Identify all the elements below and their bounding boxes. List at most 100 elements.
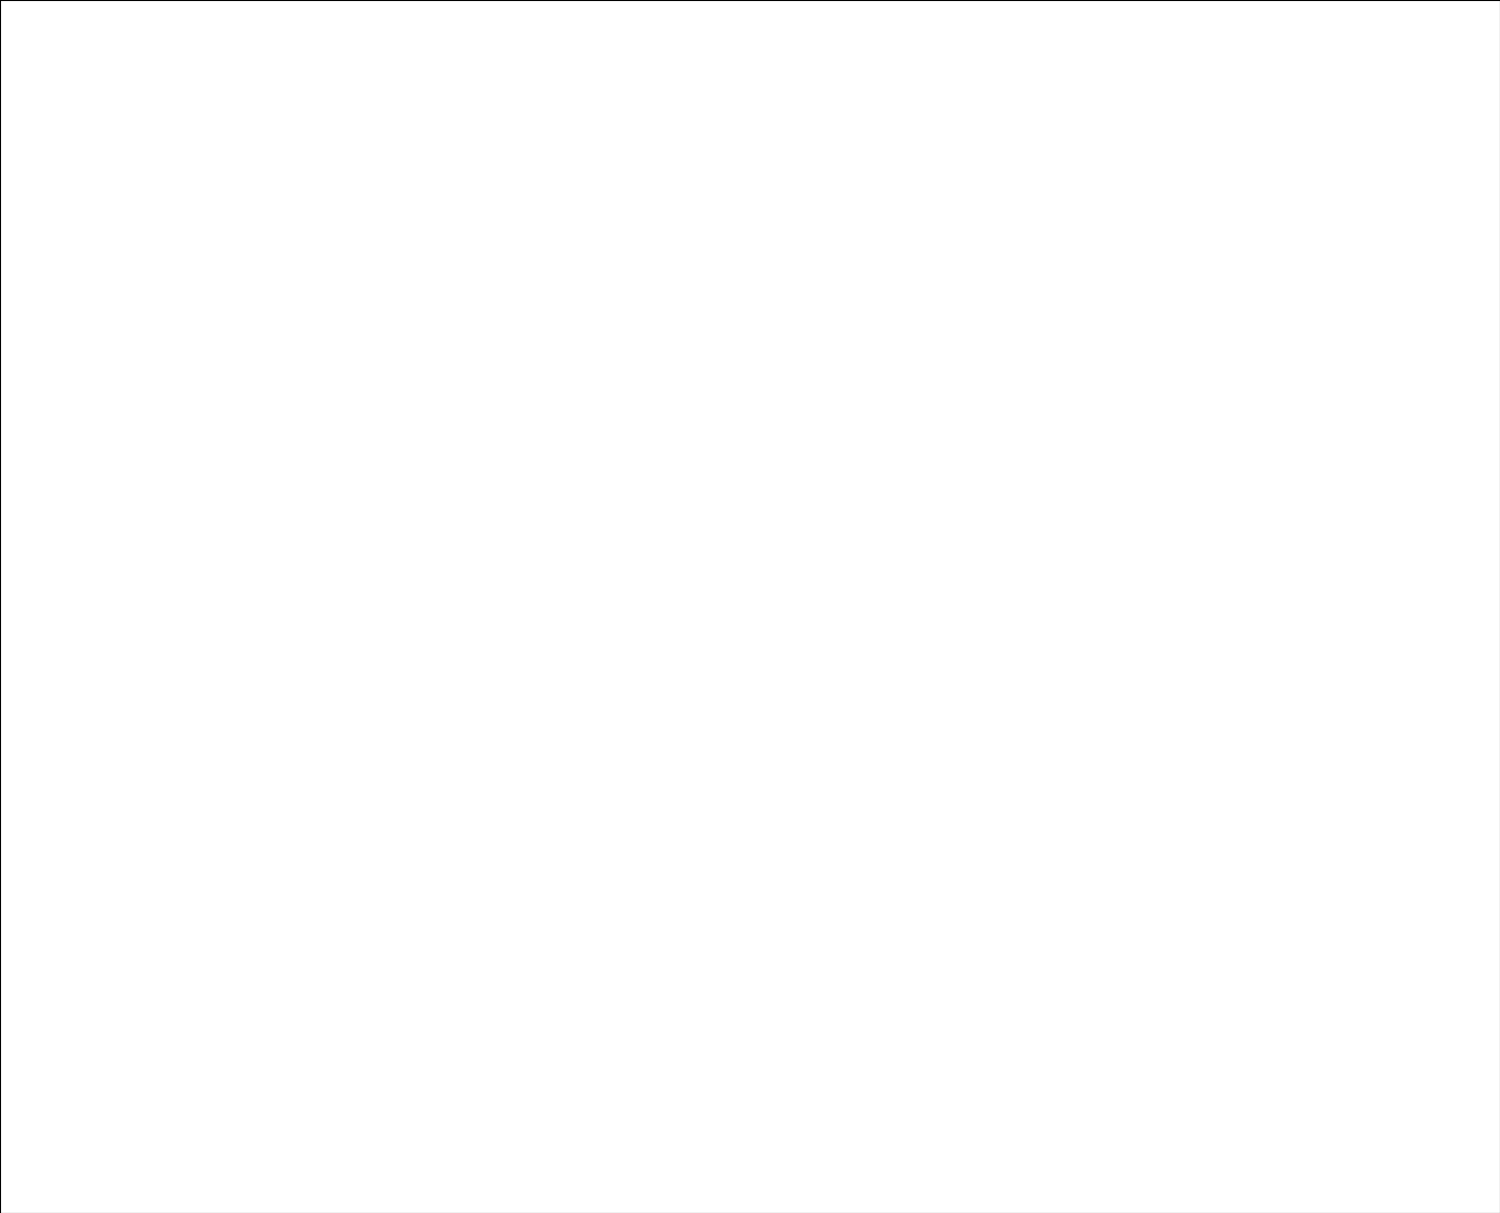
Ellipse shape: [700, 108, 747, 139]
Ellipse shape: [859, 166, 897, 195]
Text: C: C: [852, 627, 868, 648]
Ellipse shape: [753, 375, 772, 406]
Text: B: B: [280, 850, 302, 878]
Ellipse shape: [724, 508, 740, 545]
Ellipse shape: [1338, 228, 1402, 295]
Ellipse shape: [4, 150, 38, 204]
Ellipse shape: [1362, 518, 1437, 606]
Text: A: A: [256, 570, 267, 585]
Ellipse shape: [1422, 27, 1472, 126]
Ellipse shape: [64, 178, 102, 285]
Ellipse shape: [1190, 417, 1237, 469]
Ellipse shape: [1209, 47, 1278, 120]
Ellipse shape: [831, 67, 861, 98]
Ellipse shape: [840, 403, 855, 428]
Ellipse shape: [1184, 17, 1256, 106]
Ellipse shape: [871, 169, 891, 192]
Ellipse shape: [1425, 369, 1455, 446]
Ellipse shape: [1142, 422, 1203, 519]
Ellipse shape: [387, 181, 424, 279]
Ellipse shape: [171, 443, 222, 530]
Ellipse shape: [669, 519, 747, 554]
Ellipse shape: [1287, 0, 1330, 27]
Ellipse shape: [825, 75, 852, 113]
Ellipse shape: [766, 159, 801, 207]
Ellipse shape: [693, 142, 741, 188]
Ellipse shape: [706, 480, 734, 507]
Ellipse shape: [720, 173, 741, 192]
Ellipse shape: [1490, 380, 1500, 446]
Ellipse shape: [124, 224, 422, 528]
Ellipse shape: [850, 433, 859, 450]
Ellipse shape: [1140, 547, 1176, 596]
Ellipse shape: [196, 588, 261, 654]
Ellipse shape: [320, 281, 380, 364]
Ellipse shape: [849, 491, 871, 524]
Ellipse shape: [819, 129, 844, 182]
Text: B: B: [1293, 195, 1304, 209]
Ellipse shape: [314, 483, 392, 582]
Ellipse shape: [678, 75, 696, 121]
Ellipse shape: [680, 175, 716, 190]
Ellipse shape: [735, 449, 752, 491]
Ellipse shape: [740, 204, 783, 252]
Ellipse shape: [752, 485, 772, 519]
Ellipse shape: [1160, 132, 1220, 204]
Ellipse shape: [1206, 96, 1246, 166]
Ellipse shape: [834, 467, 849, 500]
Ellipse shape: [56, 127, 135, 205]
Ellipse shape: [740, 426, 764, 471]
Ellipse shape: [712, 55, 766, 127]
Text: A: A: [27, 0, 45, 6]
Ellipse shape: [220, 59, 279, 108]
Ellipse shape: [723, 466, 770, 492]
Ellipse shape: [970, 118, 1017, 165]
Ellipse shape: [1059, 397, 1136, 516]
Ellipse shape: [1062, 457, 1107, 509]
Ellipse shape: [1160, 244, 1216, 308]
Text: SNAP-25A N9 O → NSF: SNAP-25A N9 O → NSF: [884, 1072, 1083, 1088]
Ellipse shape: [700, 410, 715, 439]
Ellipse shape: [356, 580, 416, 630]
Ellipse shape: [782, 336, 808, 394]
Ellipse shape: [780, 183, 814, 221]
Ellipse shape: [879, 435, 892, 455]
Ellipse shape: [963, 258, 1028, 346]
Ellipse shape: [794, 68, 825, 114]
Ellipse shape: [963, 45, 1054, 183]
Ellipse shape: [792, 110, 826, 190]
Ellipse shape: [712, 391, 726, 415]
Text: C: C: [360, 232, 369, 245]
Ellipse shape: [1208, 222, 1275, 337]
Ellipse shape: [802, 529, 820, 549]
Ellipse shape: [702, 433, 727, 507]
Ellipse shape: [688, 380, 708, 431]
Ellipse shape: [90, 328, 134, 380]
Ellipse shape: [729, 98, 778, 171]
Ellipse shape: [1324, 434, 1364, 554]
Ellipse shape: [681, 130, 718, 177]
Ellipse shape: [734, 522, 747, 549]
Ellipse shape: [1076, 188, 1126, 251]
Ellipse shape: [38, 319, 93, 388]
Ellipse shape: [688, 110, 724, 130]
Ellipse shape: [688, 192, 705, 224]
Ellipse shape: [1136, 210, 1172, 300]
Ellipse shape: [76, 141, 118, 176]
Ellipse shape: [690, 87, 726, 133]
Ellipse shape: [87, 21, 147, 120]
Ellipse shape: [795, 131, 843, 182]
Ellipse shape: [778, 400, 792, 451]
Ellipse shape: [788, 403, 810, 462]
Ellipse shape: [94, 42, 124, 78]
Ellipse shape: [675, 110, 699, 137]
Text: 40°: 40°: [812, 311, 831, 320]
Ellipse shape: [812, 429, 852, 496]
Ellipse shape: [291, 466, 340, 557]
Ellipse shape: [828, 209, 860, 230]
Ellipse shape: [209, 280, 237, 315]
Ellipse shape: [818, 444, 864, 537]
Ellipse shape: [105, 346, 134, 386]
Ellipse shape: [792, 224, 826, 283]
Ellipse shape: [669, 423, 686, 472]
